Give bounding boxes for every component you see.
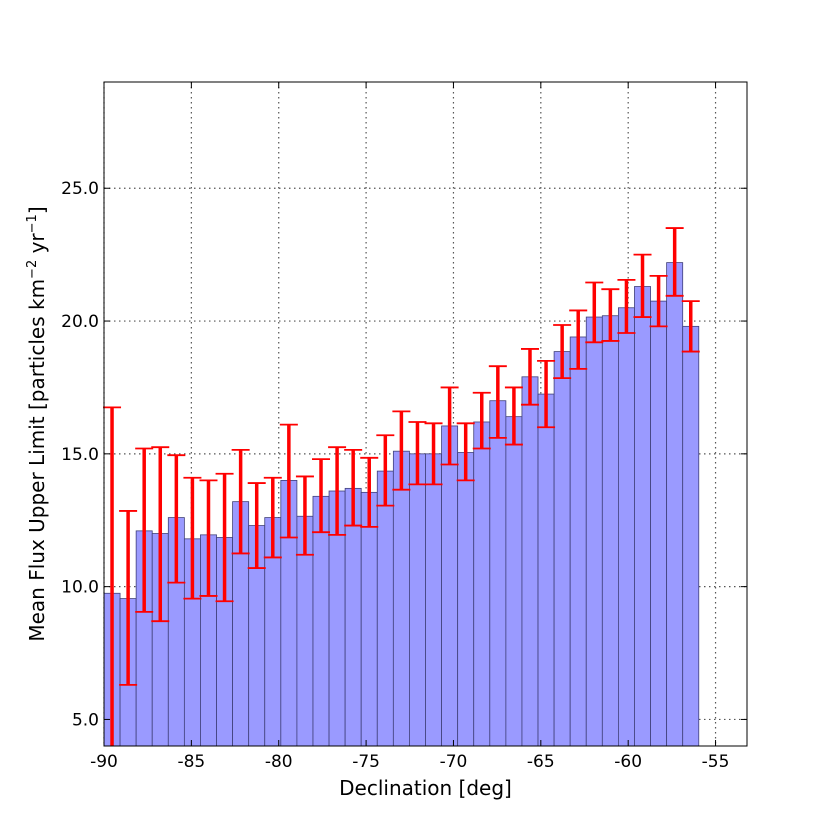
- histogram-bar: [344, 487, 362, 747]
- x-tick-label: -80: [265, 752, 293, 772]
- y-tick-label: 5.0: [72, 710, 99, 730]
- histogram-bar: [376, 470, 394, 747]
- x-tick-labels: -90 -85 -80 -75 -70 -65 -60 -55: [90, 752, 729, 772]
- x-tick-label: -60: [614, 752, 642, 772]
- histogram-bar: [392, 450, 410, 747]
- histogram-bar: [601, 315, 619, 747]
- x-tick-label: -85: [177, 752, 205, 772]
- histogram-bar: [457, 452, 475, 747]
- histogram-bar: [682, 325, 700, 747]
- y-tick-label: 10.0: [61, 578, 99, 598]
- y-tick-labels: 5.0 10.0 15.0 20.0 25.0: [61, 179, 99, 730]
- histogram-bar: [569, 336, 587, 747]
- y-axis-label: Mean Flux Upper Limit [particles km−2 yr…: [25, 206, 49, 641]
- histogram-bar: [585, 316, 603, 747]
- plot-frame: [103, 81, 748, 747]
- histogram-bar: [634, 286, 651, 747]
- x-tick-label: -90: [90, 752, 118, 772]
- histogram-bar: [489, 400, 507, 747]
- y-tick-label: 20.0: [61, 312, 99, 332]
- histogram-bar: [425, 453, 442, 747]
- x-tick-label: -65: [527, 752, 555, 772]
- x-tick-label: -75: [352, 752, 380, 772]
- x-axis-label: Declination [deg]: [339, 776, 512, 800]
- y-axis-label-exp2: −1: [25, 214, 40, 233]
- x-tick-label: -70: [440, 752, 468, 772]
- y-axis-label-mid: yr: [25, 233, 49, 260]
- y-tick-label: 15.0: [61, 445, 99, 465]
- histogram-bar: [618, 307, 635, 747]
- y-axis-label-end: ]: [25, 206, 49, 214]
- histogram-bar: [505, 416, 523, 747]
- histogram-bar: [521, 376, 539, 747]
- x-tick-label: -55: [702, 752, 730, 772]
- histogram-bar: [441, 425, 459, 747]
- histogram-bar: [312, 495, 330, 747]
- histogram-bar: [666, 262, 684, 747]
- histogram-bar: [553, 351, 571, 747]
- axis-ticks: [103, 82, 747, 746]
- histogram-bars: [103, 262, 700, 747]
- histogram-bar: [409, 453, 426, 747]
- histogram-bar: [537, 393, 555, 747]
- y-tick-label: 25.0: [61, 179, 99, 199]
- y-axis-label-exp1: −2: [25, 260, 40, 279]
- y-axis-label-main: Mean Flux Upper Limit [particles km: [25, 279, 49, 642]
- histogram-bar: [473, 421, 491, 747]
- histogram-bar: [650, 300, 668, 747]
- error-bars: [103, 227, 700, 746]
- histogram-bar: [360, 491, 378, 747]
